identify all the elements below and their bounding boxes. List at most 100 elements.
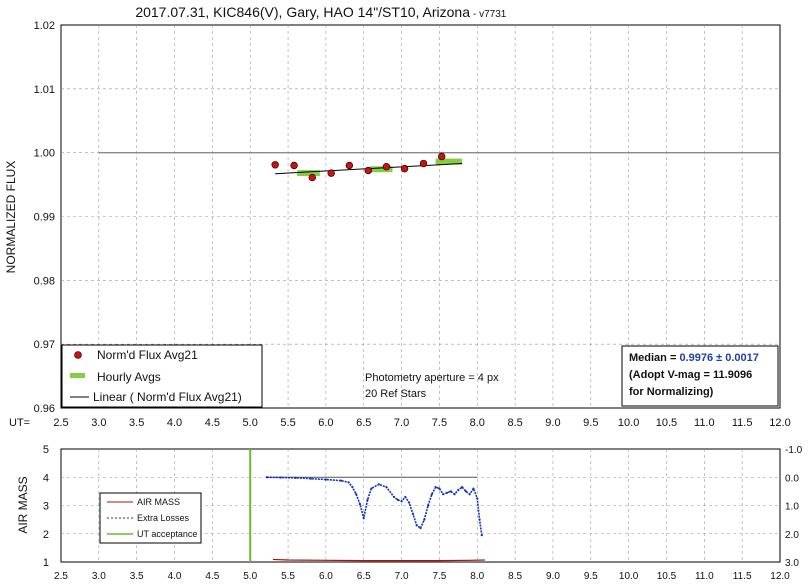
flux-point: [290, 161, 298, 170]
x-tick-label: 9.0: [545, 417, 560, 429]
legend-airmass-label: AIR MASS: [137, 497, 180, 507]
x-tick-label: 8.5: [507, 417, 522, 429]
ref-stars-note: 20 Ref Stars: [365, 388, 427, 400]
extra-losses-point: [408, 501, 411, 504]
chart-title: 2017.07.31, KIC846(V), Gary, HAO 14"/ST1…: [135, 4, 470, 20]
flux-point: [345, 161, 354, 170]
flux-point: [308, 173, 316, 182]
x-tick-label: 4.5: [205, 417, 220, 429]
x-tick-label: 9.5: [583, 417, 598, 429]
airmass-x-tick-label: 8.5: [508, 571, 522, 582]
airmass-x-tick-label: 9.0: [546, 571, 560, 582]
extra-losses-point: [370, 487, 373, 490]
extra-losses-line: [266, 476, 483, 536]
extra-losses-point: [415, 524, 418, 527]
airmass-x-tick-label: 12.0: [770, 571, 790, 582]
extra-losses-point: [411, 512, 415, 516]
extra-losses-point: [449, 490, 452, 493]
airmass-x-tick-label: 11.5: [733, 571, 752, 582]
x-tick-label: 5.5: [280, 417, 295, 429]
x-tick-label: 8.0: [470, 417, 485, 429]
extra-losses-point: [396, 498, 399, 501]
x-tick-label: 7.5: [432, 417, 447, 429]
airmass-x-tick-label: 10.0: [619, 571, 639, 582]
flux-point: [327, 169, 335, 177]
flux-chart: 2017.07.31, KIC846(V), Gary, HAO 14"/ST1…: [4, 4, 791, 429]
y-tick-label: 0.98: [34, 275, 55, 287]
losses-y-tick-label: 2.0: [785, 530, 799, 541]
legend-losses-label: Extra Losses: [137, 513, 190, 523]
median-value: 0.9976 ± 0.0017: [679, 352, 758, 364]
median-box: Median = 0.9976 ± 0.0017 (Adopt V-mag = …: [621, 345, 779, 407]
x-tick-label: 12.0: [769, 417, 790, 429]
extra-losses-point: [434, 486, 437, 489]
extra-losses-point: [442, 493, 445, 496]
legend-flux-label: Norm'd Flux Avg21: [97, 348, 198, 362]
extra-losses-point: [404, 495, 407, 499]
y-axis-label: NORMALIZED FLUX: [4, 161, 18, 274]
airmass-x-tick-label: 5.0: [243, 571, 257, 582]
extra-losses-point: [362, 517, 365, 520]
extra-losses-point: [430, 493, 433, 496]
legend-box: [61, 344, 263, 408]
adopt-vmag-text: (Adopt V-mag = 11.9096: [629, 369, 752, 381]
hourly-avg-bar: [297, 170, 320, 177]
airmass-x-tick-label: 8.0: [470, 571, 484, 582]
photometry-aperture-note: Photometry aperture = 4 px: [365, 372, 499, 384]
x-tick-label: 6.0: [318, 417, 333, 429]
airmass-x-tick-label: 3.0: [92, 571, 106, 582]
airmass-y-axis-label: AIR MASS: [16, 476, 30, 533]
y-tick-labels: 0.96 0.97 0.98 0.99 1.00 1.01 1.02: [34, 20, 55, 415]
extra-losses-point: [324, 478, 327, 481]
hourly-avg-bar: [369, 166, 393, 173]
airmass-x-tick-labels: 2.5 3.0 3.5 4.0 4.5 5.0 5.5 6.0 6.5 7.0 7.5 8.0 8.5 9…: [54, 571, 790, 582]
extra-losses-point: [347, 481, 350, 484]
x-tick-label: 2.5: [53, 417, 68, 429]
extra-losses-point: [468, 493, 471, 496]
extra-losses-point: [419, 527, 422, 530]
x-tick-label: 3.5: [129, 417, 144, 429]
airmass-x-tick-label: 9.5: [584, 571, 598, 582]
airmass-line: [272, 558, 485, 562]
legend: Norm'd Flux Avg21 Hourly Avgs Linear ( N…: [61, 344, 263, 408]
extra-losses-point: [400, 500, 403, 503]
legend-ut-label: UT acceptance: [137, 529, 197, 539]
extra-losses-point: [265, 476, 268, 479]
airmass-x-tick-label: 7.0: [395, 571, 409, 582]
extra-losses-point: [472, 487, 475, 490]
x-tick-labels: 2.5 3.0 3.5 4.0 4.5 5.0 5.5 6.0 6.5 7.0 7.5 8.0 8.5 9…: [53, 417, 790, 429]
extra-losses-point: [358, 502, 362, 506]
extra-losses-point: [392, 495, 396, 499]
airmass-x-tick-label: 6.0: [319, 571, 333, 582]
losses-y-tick-label: 0.0: [785, 473, 799, 484]
extra-losses-point: [426, 504, 430, 507]
legend-flux-marker: [74, 351, 82, 359]
chart-version: - v7731: [473, 9, 507, 20]
airmass-chart: 1 2 3 4 5 -1.0 0.0 1.0 2.0 3.0 2.5 3.0 3.5 4.0 4.5 5.…: [16, 444, 803, 582]
grid: [61, 25, 780, 408]
extra-losses-point: [478, 518, 481, 521]
airmass-y-tick-label: 5: [43, 444, 49, 456]
extra-losses-point: [366, 498, 369, 501]
extra-losses-point: [385, 486, 388, 489]
x-axis-prefix: UT=: [9, 417, 30, 429]
y-tick-label: 1.00: [34, 148, 55, 160]
airmass-series: [249, 449, 485, 562]
legend-hourly-label: Hourly Avgs: [97, 370, 161, 384]
airmass-y-tick-labels: 1 2 3 4 5: [43, 444, 49, 569]
x-tick-label: 7.0: [394, 417, 409, 429]
extra-losses-point: [438, 487, 441, 490]
extra-losses-point: [476, 497, 479, 500]
y-tick-label: 1.02: [34, 20, 55, 32]
x-tick-label: 10.5: [656, 417, 677, 429]
legend-hourly-marker: [70, 373, 85, 378]
extra-losses-point: [480, 534, 483, 537]
airmass-y-tick-label: 4: [43, 472, 49, 484]
airmass-x-tick-label: 10.5: [657, 571, 677, 582]
flux-point: [437, 152, 446, 161]
flux-point: [400, 164, 409, 173]
airmass-legend: AIR MASS Extra Losses UT acceptance: [99, 492, 202, 544]
extra-losses-point: [423, 518, 426, 521]
median-label: Median =: [629, 352, 679, 364]
